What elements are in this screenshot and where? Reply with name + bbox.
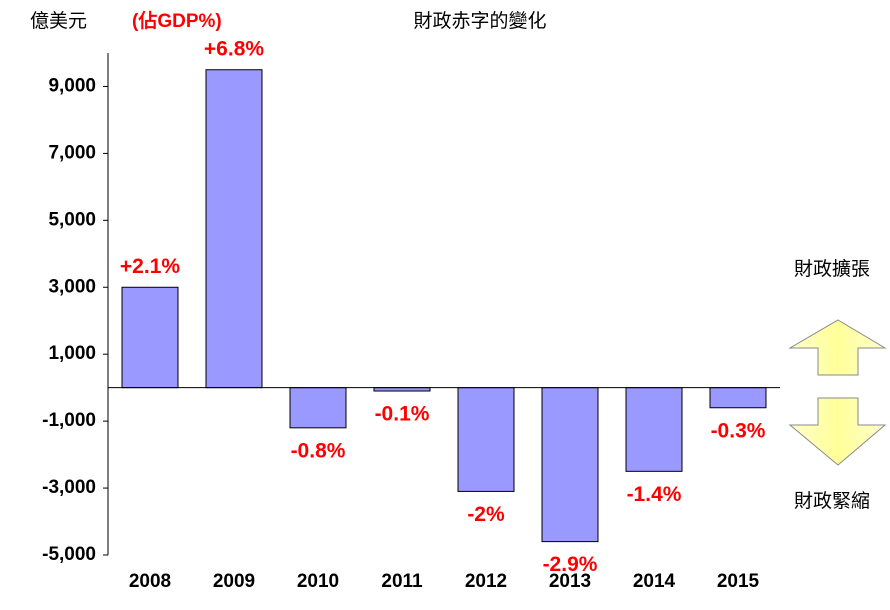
bar (289, 387, 347, 429)
bar (541, 387, 599, 543)
bar-label: -0.3% (711, 419, 766, 442)
y-tick-label: -5,000 (42, 544, 96, 565)
bar (457, 387, 515, 492)
bar-label: -2% (467, 503, 505, 526)
x-tick-label: 2008 (129, 571, 171, 592)
bar (205, 69, 263, 389)
y-tick-label: 9,000 (48, 75, 96, 96)
bar (709, 387, 767, 409)
bar-label: -0.8% (291, 439, 346, 462)
x-tick-label: 2011 (381, 571, 423, 592)
label-note: (佔GDP%) (132, 9, 222, 32)
annotation: 財政緊縮 (794, 490, 870, 512)
bar (121, 286, 179, 389)
y-tick-label: 7,000 (48, 142, 96, 163)
bar-label: -0.1% (375, 403, 430, 426)
chart-title: 財政赤字的變化 (413, 10, 546, 32)
bar (625, 387, 683, 472)
y-tick-label: -1,000 (42, 410, 96, 431)
annotation: 財政擴張 (794, 258, 870, 280)
y-axis-label: 億美元 (30, 10, 87, 32)
x-tick-label: 2010 (297, 571, 339, 592)
x-tick-label: 2012 (465, 571, 507, 592)
up-arrow (788, 319, 887, 376)
bar-label: +6.8% (204, 37, 264, 60)
bar (373, 387, 431, 392)
x-tick-label: 2014 (633, 571, 676, 592)
bar-label: +2.1% (120, 255, 180, 278)
y-tick-label: -3,000 (42, 477, 96, 498)
x-tick-label: 2015 (717, 571, 760, 592)
x-tick-label: 2009 (213, 571, 255, 592)
down-arrow (788, 397, 887, 466)
y-tick-label: 5,000 (48, 209, 96, 230)
bar-label: -2.9% (543, 553, 598, 576)
x-tick-label: 2013 (549, 571, 591, 592)
bar-label: -1.4% (627, 483, 682, 506)
y-tick-label: 1,000 (48, 343, 96, 364)
y-tick-label: 3,000 (48, 276, 96, 297)
